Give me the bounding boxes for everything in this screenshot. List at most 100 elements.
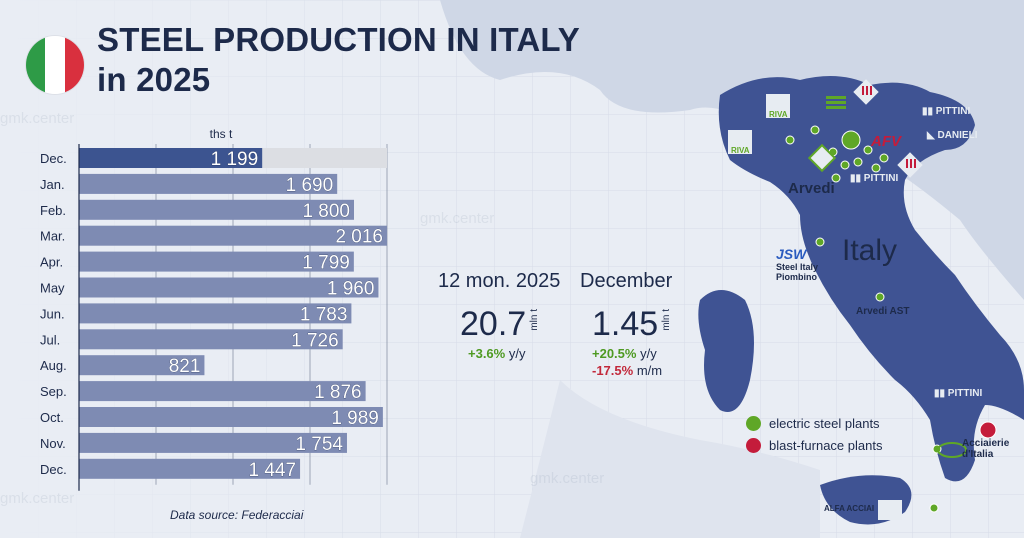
- data-label: 1 876: [314, 382, 362, 403]
- monthly-value-row: 1.45 mln t: [592, 305, 672, 344]
- watermark: gmk.center: [530, 470, 605, 487]
- data-label: 2 016: [335, 227, 383, 248]
- data-label: 1 960: [327, 279, 375, 300]
- watermark: gmk.center: [0, 110, 75, 127]
- category-label: Sep.: [40, 384, 67, 399]
- bar: [79, 277, 379, 298]
- acciaierie-line-1: Acciaierie: [962, 438, 1010, 449]
- electric-plant-dot: [871, 163, 881, 173]
- company-afv: AFV: [871, 133, 901, 150]
- data-source: Data source: Federacciai: [170, 508, 304, 522]
- electric-plant-dot: [831, 173, 841, 183]
- electric-plant-dot: [929, 503, 939, 513]
- bar: [79, 458, 301, 479]
- electric-plant-dot: [879, 153, 889, 163]
- monthly-stat: December 1.45 mln t +20.5% y/y -17.5% m/…: [580, 270, 672, 378]
- jsw-logo-text: JSW: [776, 246, 807, 262]
- legend-blast-label: blast-furnace plants: [769, 438, 883, 453]
- company-riva: RIVA: [731, 146, 750, 155]
- bar: [79, 355, 205, 376]
- company-riva: RIVA: [769, 110, 788, 119]
- watermark: gmk.center: [0, 490, 75, 507]
- category-label: Dec.: [40, 462, 67, 477]
- electric-plant-dot: [840, 160, 850, 170]
- monthly-mom-label: m/m: [636, 363, 663, 378]
- bar: [79, 381, 366, 402]
- company-pittini-text: PITTINI: [863, 173, 899, 184]
- company-pittini: ▮▮ PITTINI: [922, 106, 971, 117]
- flag-white-stripe: [45, 36, 65, 94]
- company-arvedi-ast: Arvedi AST: [856, 306, 910, 317]
- riva-logo-icon: [766, 94, 790, 118]
- company-pittini-text: PITTINI: [935, 106, 971, 117]
- monthly-heading: December: [580, 270, 673, 292]
- italy-flag-icon: [26, 36, 84, 94]
- flag-red-stripe: [64, 36, 84, 94]
- electric-dot-icon: [746, 416, 761, 431]
- acciaierie-logo-icon: [937, 442, 967, 458]
- company-pittini: ▮▮ PITTINI: [850, 173, 899, 184]
- company-acciaierie: Acciaierie d'Italia: [962, 438, 1009, 460]
- bar: [79, 303, 352, 324]
- bar: [79, 407, 383, 427]
- monthly-yoy-value: +20.5%: [592, 346, 637, 361]
- annual-value-row: 20.7 mln t: [460, 305, 560, 344]
- jsw-line-2: Piombino: [776, 272, 817, 282]
- production-bar-chart: ths t Dec. 1 199 Jan. 1 690 Feb. 1 800 Mar. 2 01…: [40, 127, 388, 491]
- electric-plant-dot: [810, 125, 820, 135]
- data-label: 1 447: [249, 460, 297, 481]
- electric-plant-dot: [875, 292, 885, 302]
- jsw-line-1: Steel Italy: [776, 262, 819, 272]
- acciaierie-line-2: d'Italia: [962, 449, 994, 460]
- company-pittini: ▮▮ PITTINI: [934, 388, 983, 399]
- electric-plant-dot: [841, 130, 861, 150]
- annual-change: +3.6% y/y: [468, 346, 560, 361]
- bar: [79, 148, 263, 168]
- monthly-yoy-label: y/y: [640, 346, 657, 361]
- data-label: 1 799: [302, 253, 350, 274]
- bar: [79, 432, 347, 453]
- title-line-1: STEEL PRODUCTION IN ITALY: [97, 21, 580, 58]
- data-label: 821: [169, 356, 201, 377]
- category-label: Jan.: [40, 177, 65, 192]
- watermark: gmk.center: [420, 210, 495, 227]
- category-label: Oct.: [40, 410, 64, 425]
- arvedi-logo-icon: [807, 143, 837, 173]
- company-arvedi: Arvedi: [788, 180, 835, 197]
- company-danieli-text: DANIELI: [937, 130, 978, 141]
- category-label: Jul.: [40, 332, 60, 347]
- annual-heading: 12 mon. 2025: [438, 270, 561, 292]
- stripes-logo-icon: [826, 96, 846, 109]
- alfa-logo-icon: [878, 500, 902, 520]
- monthly-mom-value: -17.5%: [592, 363, 634, 378]
- factory-logo-icon: [897, 152, 923, 178]
- electric-plant-dot: [853, 157, 863, 167]
- category-label: Jun.: [40, 306, 65, 321]
- data-label: 1 800: [302, 201, 350, 222]
- bar: [79, 199, 354, 220]
- data-label: 1 199: [211, 149, 259, 170]
- bar: [79, 329, 343, 350]
- factory-logo-icon: [853, 79, 879, 105]
- category-label: Nov.: [40, 436, 66, 451]
- flag-green-stripe: [26, 36, 46, 94]
- category-label: May: [40, 281, 65, 296]
- company-jsw: JSW Steel Italy Piombino: [776, 246, 818, 282]
- data-label: 1 726: [291, 330, 339, 351]
- company-pittini-text: PITTINI: [947, 388, 983, 399]
- legend: electric steel plants blast-furnace plan…: [746, 416, 882, 460]
- company-danieli: ◣ DANIELI: [927, 130, 978, 141]
- title-line-2: in 2025: [97, 61, 211, 98]
- bar: [79, 173, 338, 194]
- category-label: Feb.: [40, 203, 66, 218]
- legend-item-electric: electric steel plants: [746, 416, 882, 431]
- data-label: 1 989: [331, 408, 379, 429]
- electric-plant-dot: [815, 237, 825, 247]
- category-label: Apr.: [40, 255, 63, 270]
- legend-item-blast: blast-furnace plants: [746, 438, 882, 453]
- blast-plant-dot: [979, 421, 997, 439]
- monthly-yoy: +20.5% y/y: [592, 346, 672, 361]
- riva-logo-icon: [728, 130, 752, 154]
- annual-yoy-label: y/y: [508, 346, 526, 361]
- data-label: 1 754: [295, 434, 343, 455]
